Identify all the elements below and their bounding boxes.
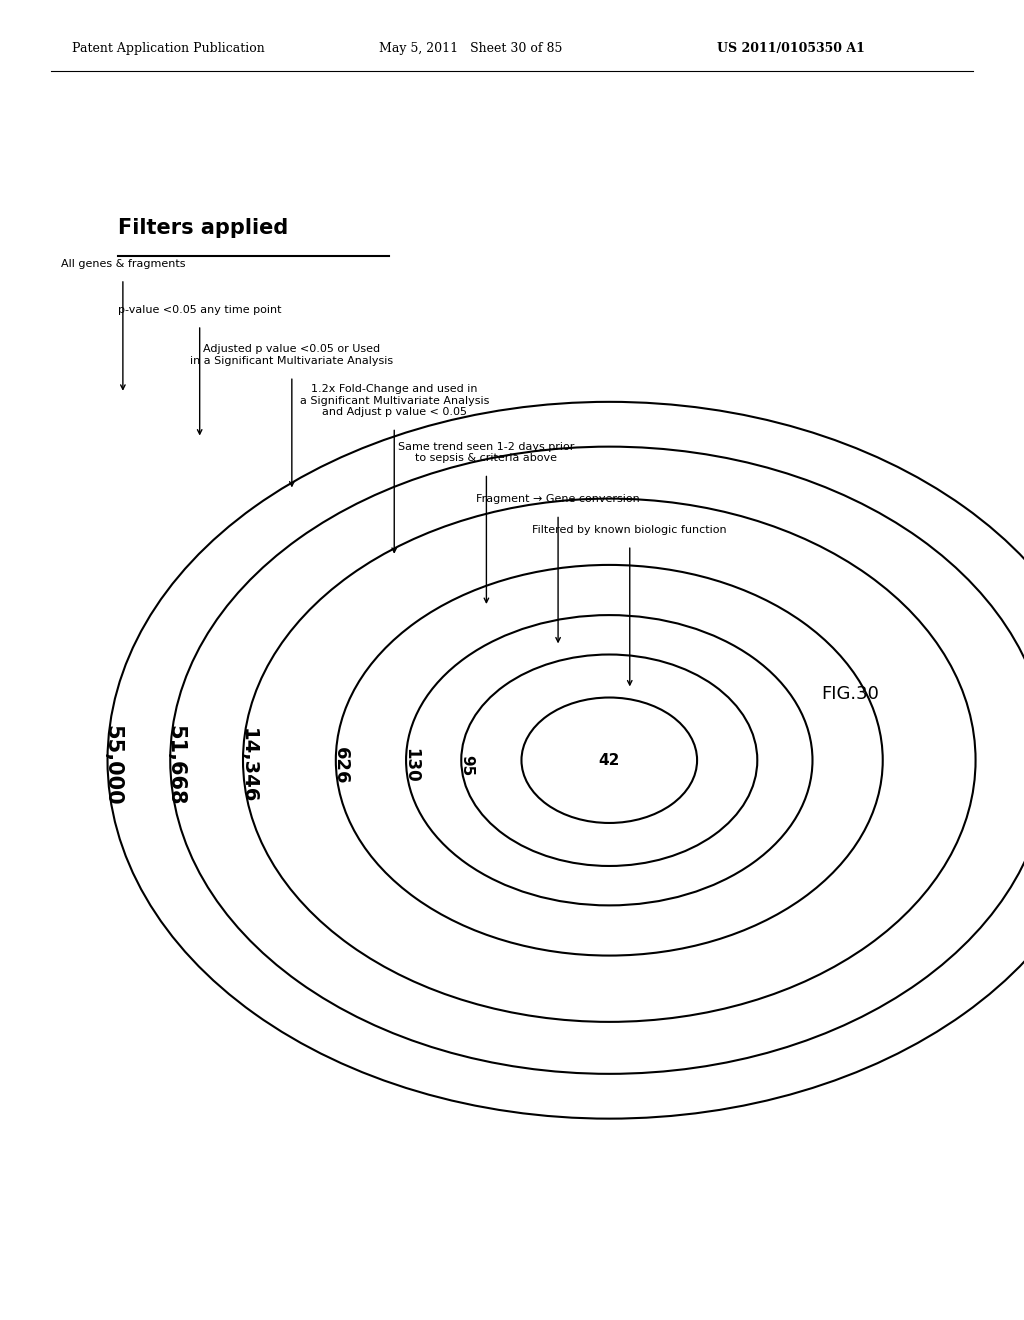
Text: US 2011/0105350 A1: US 2011/0105350 A1: [717, 42, 864, 55]
Text: 42: 42: [599, 752, 620, 768]
Text: 626: 626: [332, 747, 350, 784]
Text: Adjusted p value <0.05 or Used
in a Significant Multivariate Analysis: Adjusted p value <0.05 or Used in a Sign…: [190, 345, 393, 366]
Text: Filters applied: Filters applied: [118, 218, 288, 238]
Text: 95: 95: [459, 755, 474, 776]
Text: Same trend seen 1-2 days prior
to sepsis & criteria above: Same trend seen 1-2 days prior to sepsis…: [398, 442, 574, 463]
Text: Fragment → Gene conversion: Fragment → Gene conversion: [476, 494, 640, 504]
Text: FIG.30: FIG.30: [821, 685, 879, 702]
Text: 14,346: 14,346: [239, 727, 258, 803]
Text: Filtered by known biologic function: Filtered by known biologic function: [532, 525, 727, 535]
Text: Patent Application Publication: Patent Application Publication: [72, 42, 264, 55]
Text: 130: 130: [402, 748, 420, 783]
Text: 51,668: 51,668: [165, 725, 185, 805]
Text: May 5, 2011   Sheet 30 of 85: May 5, 2011 Sheet 30 of 85: [379, 42, 562, 55]
Text: All genes & fragments: All genes & fragments: [60, 259, 185, 269]
Text: 1.2x Fold-Change and used in
a Significant Multivariate Analysis
and Adjust p va: 1.2x Fold-Change and used in a Significa…: [300, 384, 488, 417]
Text: 55,000: 55,000: [102, 725, 123, 805]
Text: p-value <0.05 any time point: p-value <0.05 any time point: [118, 305, 282, 314]
